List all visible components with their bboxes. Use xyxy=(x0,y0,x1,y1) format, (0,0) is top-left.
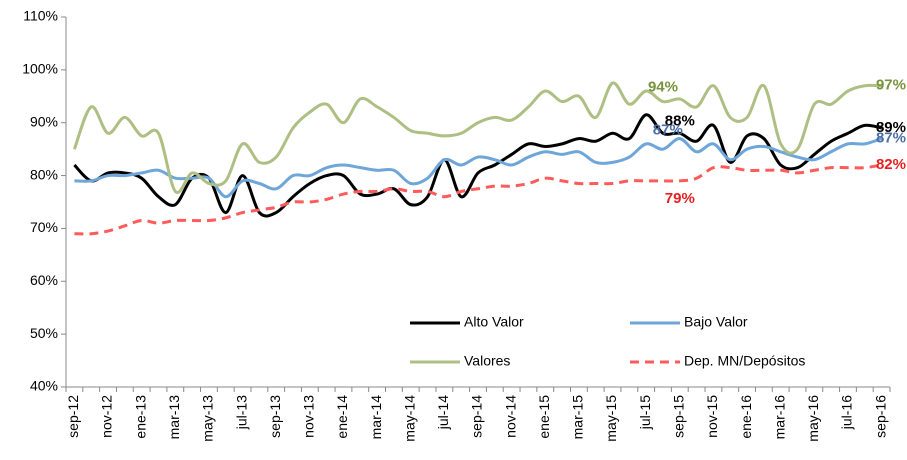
value-label: 94% xyxy=(648,79,678,96)
x-tick-label: ene-15 xyxy=(536,395,552,439)
series-line xyxy=(74,163,882,236)
value-label: 88% xyxy=(665,112,695,129)
x-tick-label: nov-13 xyxy=(301,395,317,438)
y-tick-label: 70% xyxy=(30,219,58,235)
x-tick-label: ene-16 xyxy=(738,395,754,439)
value-label: 89% xyxy=(876,119,906,136)
x-tick-label: mar-16 xyxy=(771,395,787,440)
series-line xyxy=(74,137,883,199)
legend-label: Bajo Valor xyxy=(684,314,748,330)
x-tick-label: sep-16 xyxy=(872,395,888,438)
value-label: 79% xyxy=(665,190,695,207)
y-tick-label: 100% xyxy=(22,61,58,77)
x-tick-label: may-14 xyxy=(401,395,417,442)
x-tick-label: sep-14 xyxy=(469,395,485,438)
x-tick-label: jul-13 xyxy=(233,395,249,430)
x-tick-label: mar-14 xyxy=(368,395,384,440)
x-tick-label: sep-13 xyxy=(267,395,283,438)
x-tick-label: ene-13 xyxy=(132,395,148,439)
value-label: 97% xyxy=(876,77,906,94)
x-tick-label: nov-14 xyxy=(502,395,518,438)
x-tick-label: ene-14 xyxy=(334,395,350,439)
value-label: 87% xyxy=(653,122,683,139)
y-tick-label: 80% xyxy=(30,166,58,182)
y-tick-label: 110% xyxy=(23,8,58,24)
y-tick-label: 90% xyxy=(30,113,58,129)
x-tick-label: may-13 xyxy=(200,395,216,442)
x-tick-label: mar-13 xyxy=(166,395,182,440)
legend-label: Dep. MN/Depósitos xyxy=(684,353,805,369)
x-tick-label: nov-12 xyxy=(99,395,115,438)
legend-label: Valores xyxy=(464,353,510,369)
y-tick-label: 50% xyxy=(30,325,58,341)
y-tick-label: 40% xyxy=(30,378,58,394)
legend-label: Alto Valor xyxy=(464,314,524,330)
y-tick-label: 60% xyxy=(30,272,58,288)
x-tick-label: nov-15 xyxy=(704,395,720,438)
x-tick-label: jul-15 xyxy=(637,395,653,430)
x-tick-label: sep-12 xyxy=(65,395,81,438)
series-line xyxy=(72,81,882,195)
value-label: 87% xyxy=(876,130,906,147)
x-tick-label: may-16 xyxy=(805,395,821,442)
x-tick-label: sep-15 xyxy=(670,395,686,438)
x-tick-label: may-15 xyxy=(603,395,619,442)
series-line xyxy=(73,113,882,218)
x-tick-label: jul-16 xyxy=(839,395,855,430)
x-tick-label: jul-14 xyxy=(435,395,451,430)
value-label: 82% xyxy=(876,156,906,173)
x-tick-label: mar-15 xyxy=(570,395,586,440)
